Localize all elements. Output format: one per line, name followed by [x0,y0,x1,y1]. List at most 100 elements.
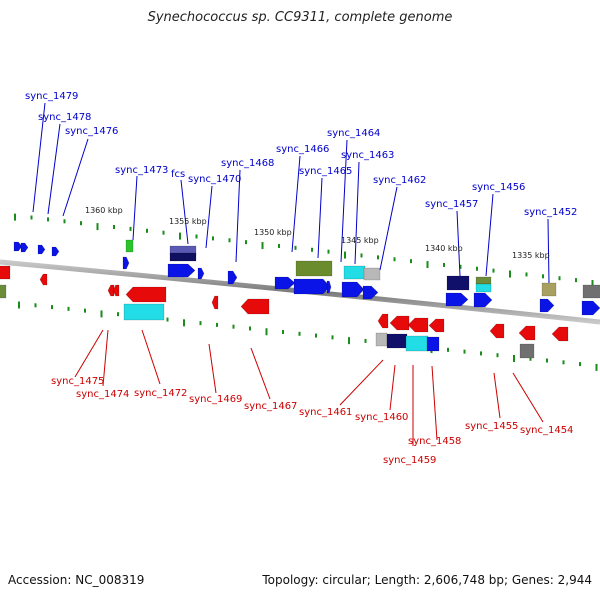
map-title: Synechococcus sp. CC9311, complete genom… [147,10,453,25]
reverse-gene-label: sync_1460 [355,412,408,423]
gene-arrow [240,298,270,315]
feature-box [519,343,535,359]
feature-box [343,265,366,280]
scale-tick [179,232,181,240]
feature-box [475,276,492,285]
scale-tick [232,324,235,329]
scale-tick [331,335,334,340]
gene-arrow [551,326,569,342]
forward-gene-label: sync_1464 [327,128,380,139]
gene-arrow [20,242,29,253]
gene-arrow [107,284,115,297]
scale-tick [558,276,561,281]
scale-tick [294,245,297,250]
scale-tick [525,272,528,277]
feature-box [386,333,408,349]
forward-gene-label: sync_1465 [299,166,352,177]
reverse-leader-line [250,347,271,400]
gene-arrow [362,285,379,300]
reverse-leader-line [493,372,501,419]
scale-tick [480,351,482,356]
scale-tick [348,337,350,345]
genome-summary: Topology: circular; Length: 2,606,748 bp… [262,573,592,587]
scale-tick [364,338,367,343]
scale-tick [129,226,132,231]
scale-tick [195,234,198,239]
scale-tick [261,242,264,250]
scale-tick [249,326,251,331]
scale-tick [496,353,499,358]
gene-arrow [428,318,445,333]
forward-leader-line [317,177,323,259]
forward-gene-label: sync_1456 [472,182,525,193]
feature-box [123,303,165,321]
gene-arrow [122,256,130,270]
reverse-gene-label: sync_1458 [408,436,461,447]
scale-tick [14,213,16,221]
forward-gene-label: sync_1473 [115,165,168,176]
reverse-gene-label: sync_1454 [520,425,573,436]
forward-gene-label: sync_1478 [38,112,91,123]
scale-tick [476,266,478,271]
scale-tick [265,328,268,336]
forward-leader-line [32,102,46,213]
scale-tick [591,280,594,288]
forward-gene-label: sync_1479 [25,91,78,102]
reverse-leader-line [431,365,438,441]
reverse-leader-line [512,372,544,423]
gene-arrow [445,292,469,307]
forward-gene-label: fcs [171,169,185,180]
gene-arrow [51,246,60,257]
scale-tick [595,363,598,371]
scale-tick [34,303,37,308]
feature-box [0,265,11,280]
scale-tick [183,319,185,327]
scale-tick [245,240,247,245]
forward-leader-line [291,155,301,253]
accession-label: Accession: NC_008319 [8,573,145,587]
forward-leader-line [340,139,348,263]
forward-leader-line [485,193,494,277]
feature-box [426,336,440,352]
scale-tick [47,217,49,222]
gene-arrow [211,295,219,310]
scale-tick [315,333,317,338]
scale-tick [492,268,495,273]
scale-tick [228,238,231,243]
scale-tick [100,310,103,318]
scale-tick [311,247,313,252]
scale-tick [443,262,445,267]
scale-tick [63,219,66,224]
reverse-leader-line [74,329,104,378]
gene-arrow [293,278,331,295]
scale-tick [80,221,82,226]
scale-tick [426,261,429,269]
gene-arrow [227,270,238,285]
scale-tick [146,228,148,233]
reverse-leader-line [102,329,109,387]
reverse-leader-line [339,359,384,406]
kbp-label: 1355 kbp [169,217,207,226]
kbp-label: 1340 kbp [425,244,463,253]
reverse-leader-line [141,329,161,385]
scale-tick [575,278,577,283]
feature-box [405,335,429,352]
gene-arrow [112,284,120,297]
scale-tick [327,249,330,254]
forward-gene-label: sync_1476 [65,126,118,137]
scale-tick [542,274,544,279]
scale-tick [546,358,548,363]
gene-arrow [39,273,48,286]
gene-arrow [473,292,493,308]
reverse-gene-label: sync_1459 [383,455,436,466]
forward-leader-line [354,161,360,265]
scale-tick [344,251,346,259]
forward-gene-label: sync_1452 [524,207,577,218]
feature-box [125,239,134,253]
reverse-leader-line [208,343,217,394]
forward-gene-label: sync_1457 [425,199,478,210]
scale-tick [513,354,515,362]
scale-tick [18,301,20,309]
feature-box [0,284,7,299]
